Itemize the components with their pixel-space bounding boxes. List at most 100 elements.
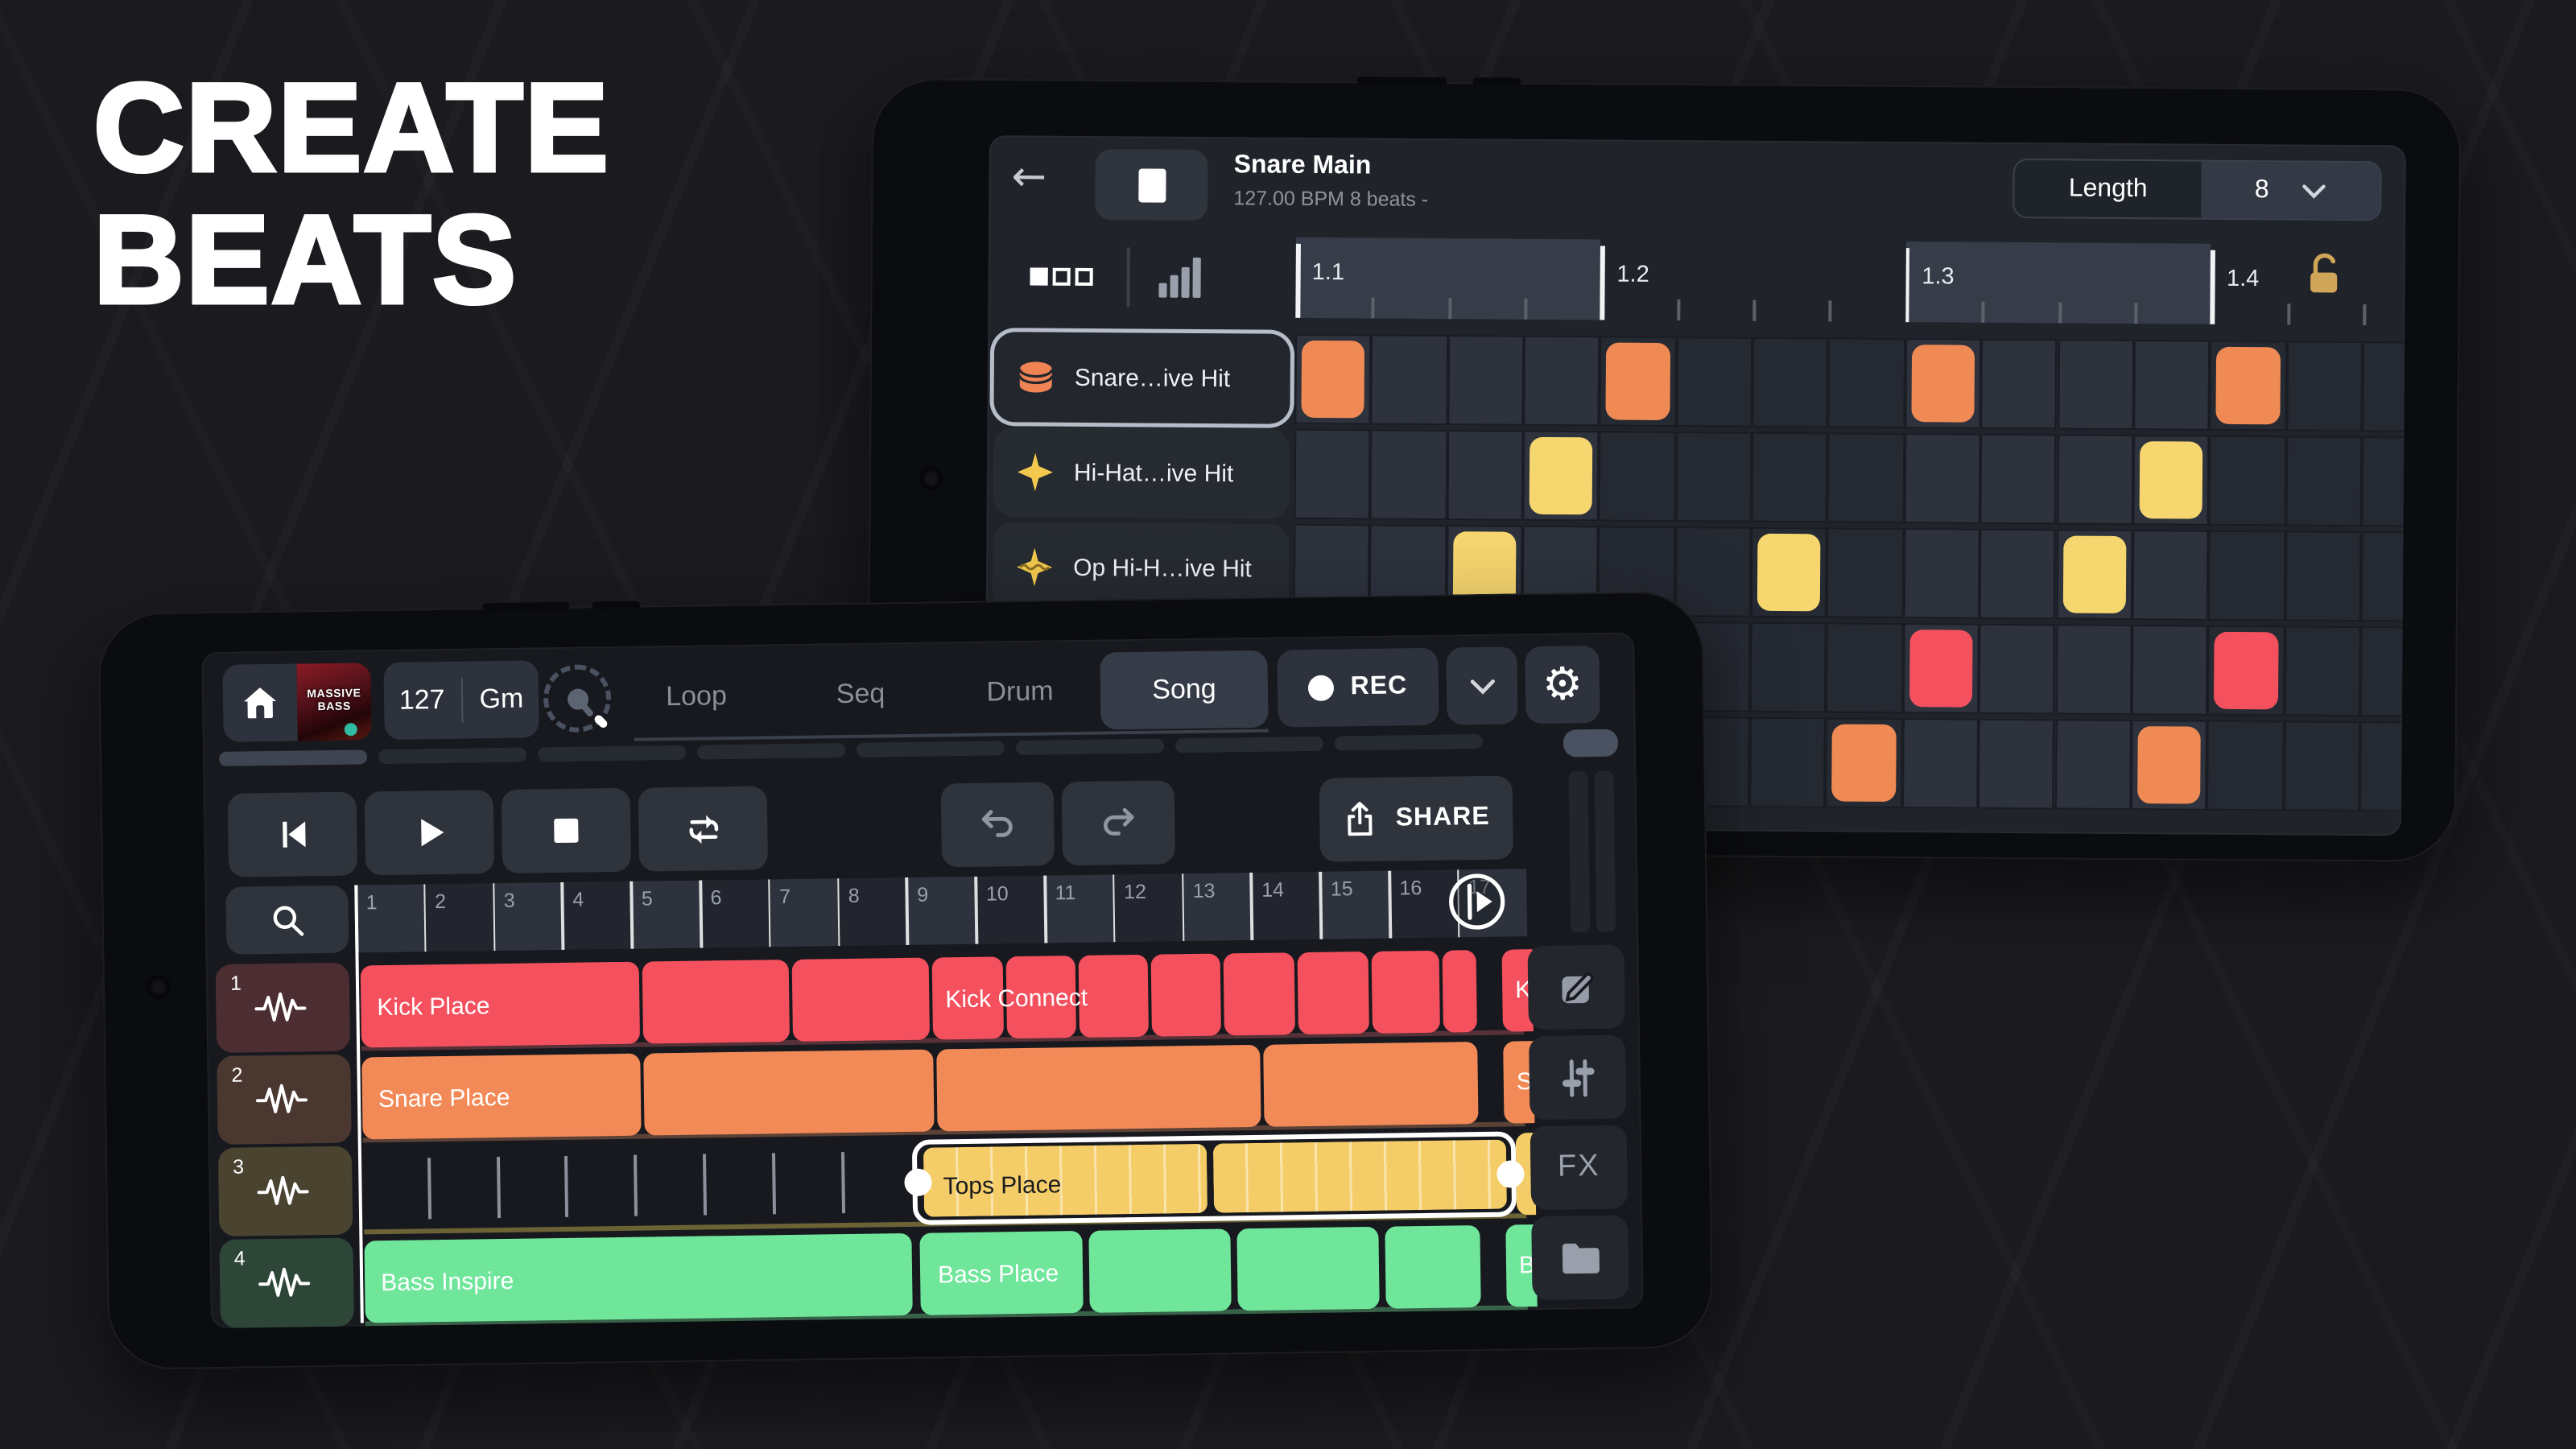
step-pad-active[interactable]: [1606, 342, 1670, 421]
loop-button[interactable]: [638, 786, 769, 872]
step-cell[interactable]: [2359, 721, 2406, 812]
back-arrow-icon[interactable]: ←: [1011, 153, 1047, 202]
seek-handle-icon[interactable]: [1446, 871, 1508, 933]
edit-clip-button[interactable]: [1527, 944, 1625, 1030]
track-header[interactable]: 1: [215, 962, 351, 1053]
clip-segment[interactable]: [1212, 1139, 1508, 1213]
undo-button[interactable]: [940, 782, 1055, 868]
step-cell[interactable]: [2285, 341, 2363, 432]
step-cell[interactable]: [1675, 336, 1753, 427]
step-pad-active[interactable]: [1911, 345, 1975, 423]
step-cell[interactable]: [1294, 428, 1372, 520]
track-header[interactable]: 2: [217, 1054, 352, 1145]
step-cell[interactable]: [1901, 718, 1979, 809]
step-cell[interactable]: [1827, 432, 1905, 524]
unlock-icon[interactable]: [2301, 251, 2345, 301]
redo-button[interactable]: [1061, 780, 1176, 866]
step-pad-active[interactable]: [2215, 346, 2281, 425]
step-cell[interactable]: [2283, 625, 2361, 717]
step-cell[interactable]: [2362, 341, 2406, 432]
step-cell[interactable]: [1828, 337, 1905, 429]
step-cell[interactable]: [2131, 625, 2209, 716]
step-pad-active[interactable]: [1301, 340, 1365, 419]
step-cell[interactable]: [1370, 429, 1447, 521]
clip-segment[interactable]: [1150, 953, 1221, 1037]
pad-grid-icon[interactable]: [1030, 267, 1093, 287]
step-cell[interactable]: [1979, 623, 2056, 715]
step-cell[interactable]: [1447, 335, 1525, 426]
step-cell[interactable]: [1827, 527, 1905, 619]
step-cell[interactable]: [2132, 530, 2209, 621]
clip-segment[interactable]: [1088, 1228, 1232, 1313]
step-cell[interactable]: [1826, 622, 1904, 714]
clip-segment[interactable]: [1442, 950, 1477, 1033]
clip-segment[interactable]: [1263, 1042, 1479, 1127]
step-cell[interactable]: [2285, 436, 2363, 527]
step-cell[interactable]: [2208, 530, 2285, 621]
step-pad-active[interactable]: [2136, 726, 2202, 804]
step-cell[interactable]: [1674, 526, 1752, 617]
clip-segment[interactable]: [1078, 954, 1150, 1038]
step-cell[interactable]: [1751, 431, 1829, 523]
step-cell[interactable]: [2361, 436, 2406, 527]
step-pad-active[interactable]: [1832, 724, 1897, 803]
step-cell[interactable]: [2283, 720, 2360, 812]
clip-segment[interactable]: [791, 957, 931, 1042]
clip-segment[interactable]: [1223, 952, 1295, 1036]
step-cell[interactable]: [2359, 626, 2406, 717]
step-cell[interactable]: [1752, 336, 1830, 428]
step-cell[interactable]: [2207, 720, 2284, 811]
step-cell[interactable]: [1980, 338, 2058, 430]
step-cell[interactable]: [1903, 528, 1980, 619]
sequencer-track[interactable]: Hi-Hat…ive Hit: [993, 427, 1290, 519]
length-value[interactable]: 8: [2201, 161, 2380, 220]
step-cell[interactable]: [2054, 719, 2132, 811]
step-cell[interactable]: [1979, 528, 2057, 620]
search-button[interactable]: [225, 885, 349, 955]
length-control[interactable]: Length 8: [2013, 159, 2382, 221]
step-cell[interactable]: [1749, 716, 1827, 808]
step-pad-active[interactable]: [2062, 535, 2127, 614]
step-pad-active[interactable]: [1909, 630, 1973, 708]
clip-segment[interactable]: [1236, 1226, 1380, 1311]
step-cell[interactable]: [1904, 433, 1981, 524]
clip-segment[interactable]: [643, 1049, 935, 1136]
step-cell[interactable]: [1675, 431, 1752, 522]
step-pad-active[interactable]: [1757, 533, 1822, 612]
stop-button[interactable]: [1095, 149, 1208, 221]
stop-button[interactable]: [501, 787, 632, 873]
step-cell[interactable]: [2057, 339, 2134, 431]
step-cell[interactable]: [2133, 340, 2211, 431]
sequencer-track[interactable]: Op Hi-H…ive Hit: [992, 522, 1290, 614]
step-cell[interactable]: [2284, 530, 2362, 622]
track-header[interactable]: 4: [219, 1237, 354, 1328]
step-pad-active[interactable]: [2139, 441, 2203, 519]
clip-segment[interactable]: [1385, 1225, 1481, 1309]
skip-to-start-button[interactable]: [227, 791, 358, 877]
step-cell[interactable]: [2056, 434, 2134, 526]
sequencer-track[interactable]: Snare…ive Hit: [993, 332, 1291, 424]
home-button[interactable]: [222, 663, 298, 742]
step-pad-active[interactable]: [1529, 436, 1594, 515]
clip-segment[interactable]: [936, 1044, 1261, 1132]
step-cell[interactable]: [2208, 435, 2286, 526]
step-cell[interactable]: [1371, 334, 1448, 426]
clip-segment[interactable]: [1371, 950, 1440, 1034]
fx-button[interactable]: FX: [1530, 1125, 1629, 1211]
library-button[interactable]: [1531, 1215, 1629, 1301]
clip-segment[interactable]: [1297, 951, 1369, 1035]
velocity-bars-icon[interactable]: [1158, 256, 1200, 298]
selected-clip[interactable]: Tops Place: [904, 1131, 1525, 1225]
play-button[interactable]: [364, 790, 495, 876]
step-cell[interactable]: [1979, 433, 2058, 525]
mixer-button[interactable]: [1529, 1034, 1627, 1121]
step-cell[interactable]: [2360, 531, 2406, 622]
step-pad-active[interactable]: [2214, 631, 2278, 710]
step-cell[interactable]: [1599, 431, 1676, 522]
share-button[interactable]: SHARE: [1319, 775, 1513, 862]
step-cell[interactable]: [1446, 430, 1524, 521]
step-cell[interactable]: [1750, 621, 1827, 713]
track-header[interactable]: 3: [217, 1146, 353, 1236]
step-cell[interactable]: [1523, 335, 1600, 427]
step-cell[interactable]: [2054, 624, 2132, 716]
